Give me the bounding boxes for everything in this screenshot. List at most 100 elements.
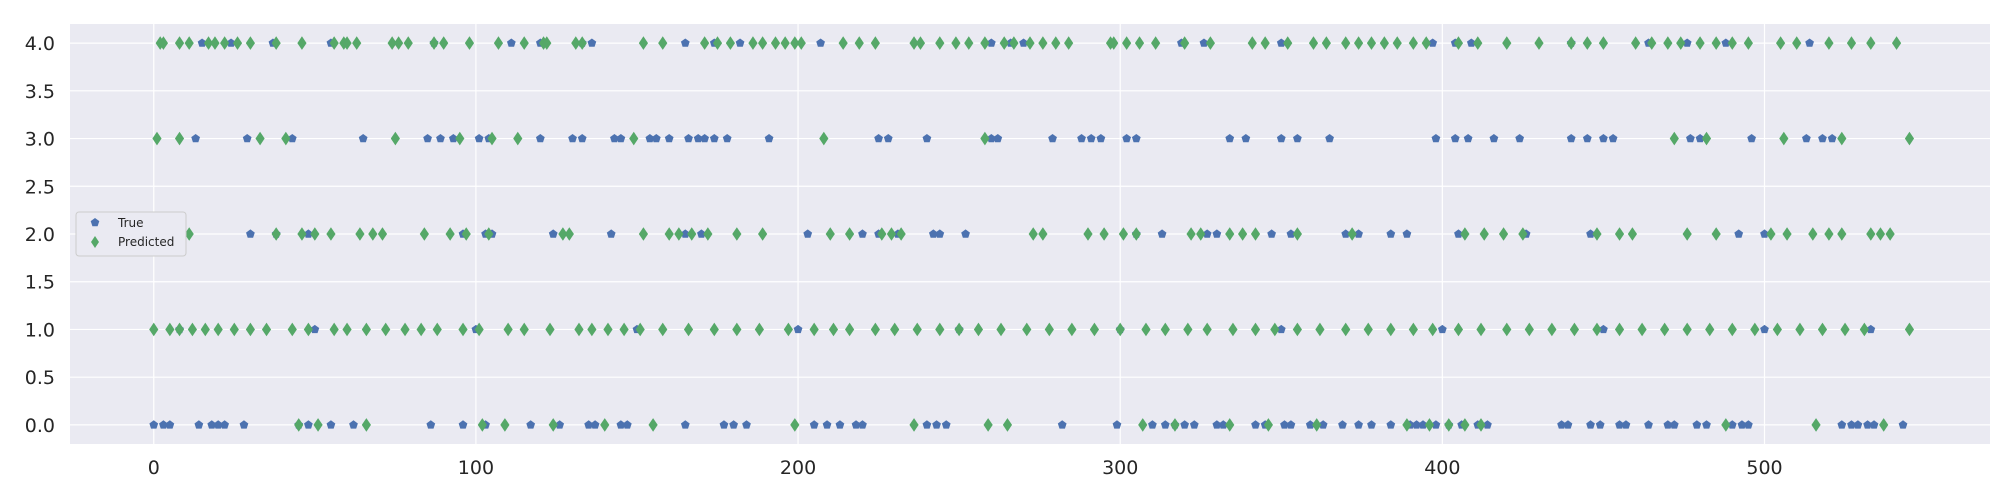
true-point <box>587 38 597 47</box>
predicted-point <box>1038 227 1048 241</box>
predicted-point <box>658 322 668 337</box>
true-point <box>1566 133 1576 143</box>
true-point <box>858 229 867 238</box>
predicted-point <box>1750 322 1760 337</box>
predicted-point <box>1408 36 1418 50</box>
predicted-point <box>329 36 339 50</box>
predicted-point <box>1002 418 1013 432</box>
predicted-point <box>381 322 391 337</box>
legend: True Predicted <box>75 211 187 257</box>
true-point <box>1608 133 1618 143</box>
true-point <box>1086 133 1096 143</box>
true-point <box>1225 133 1235 143</box>
predicted-point <box>1263 418 1273 432</box>
predicted-point <box>184 36 194 50</box>
predicted-point <box>825 227 835 241</box>
true-point <box>835 420 845 429</box>
true-point <box>932 420 941 429</box>
predicted-point <box>877 227 887 241</box>
predicted-point <box>439 36 449 50</box>
predicted-point <box>458 322 468 337</box>
predicted-point <box>513 131 523 146</box>
predicted-point <box>1453 322 1464 337</box>
predicted-point <box>297 36 307 50</box>
true-point <box>191 133 201 143</box>
legend-marker-true <box>90 218 100 227</box>
true-point <box>1212 229 1222 238</box>
predicted-point <box>1180 36 1190 50</box>
true-point <box>719 420 729 429</box>
predicted-point <box>355 227 365 241</box>
predicted-point <box>1782 227 1792 241</box>
predicted-point <box>1118 227 1129 241</box>
true-point <box>680 229 690 238</box>
predicted-point <box>1875 227 1886 241</box>
true-point <box>1847 420 1856 429</box>
predicted-point <box>558 227 568 241</box>
true-point <box>764 133 774 143</box>
predicted-point <box>390 131 400 146</box>
true-point <box>700 133 710 143</box>
predicted-point <box>1866 227 1876 241</box>
predicted-point <box>297 227 307 241</box>
true-point <box>1863 420 1872 429</box>
true-point <box>194 420 204 429</box>
true-point <box>1702 420 1711 429</box>
true-point <box>874 133 883 143</box>
true-point <box>1599 324 1608 334</box>
predicted-point <box>1676 36 1686 50</box>
predicted-point <box>973 322 984 337</box>
true-point <box>680 38 690 47</box>
predicted-point <box>780 36 790 50</box>
predicted-point <box>261 322 272 337</box>
predicted-point <box>664 227 674 241</box>
predicted-point <box>487 131 497 146</box>
predicted-point <box>1022 322 1032 337</box>
predicted-point <box>1089 322 1100 337</box>
predicted-point <box>1808 227 1818 241</box>
true-point <box>1515 133 1525 143</box>
predicted-point <box>326 227 336 241</box>
predicted-point <box>912 322 922 337</box>
true-point <box>1669 420 1679 429</box>
predicted-point <box>1460 418 1470 432</box>
predicted-point <box>1502 36 1512 50</box>
true-point <box>616 420 626 429</box>
predicted-point <box>983 418 993 432</box>
predicted-point <box>461 227 471 241</box>
predicted-point <box>758 227 768 241</box>
predicted-point <box>796 36 806 50</box>
predicted-point <box>1866 36 1876 50</box>
true-point <box>729 420 738 429</box>
predicted-point <box>1904 131 1915 146</box>
true-point <box>304 420 313 429</box>
predicted-point <box>1476 322 1486 337</box>
predicted-point <box>1891 36 1902 50</box>
predicted-point <box>1292 322 1302 337</box>
predicted-point <box>158 36 169 50</box>
predicted-point <box>1151 36 1161 50</box>
predicted-point <box>493 36 504 50</box>
predicted-point <box>828 322 839 337</box>
predicted-point <box>890 322 900 337</box>
y-tick-label: 1.5 <box>25 272 55 294</box>
true-point <box>1112 420 1122 429</box>
y-tick-label: 3.5 <box>25 81 55 103</box>
true-point <box>651 133 661 143</box>
true-point <box>1727 420 1737 429</box>
true-point <box>458 420 468 429</box>
true-point <box>709 133 719 143</box>
true-point <box>165 420 175 429</box>
predicted-point <box>1779 131 1789 146</box>
true-point <box>207 420 217 429</box>
predicted-point <box>783 322 793 337</box>
predicted-point <box>709 322 719 337</box>
x-tick-labels: 0 100 200 300 400 500 <box>148 457 1783 479</box>
predicted-point <box>361 418 371 432</box>
true-point <box>742 420 751 429</box>
true-point <box>697 229 706 238</box>
predicted-point <box>455 131 465 146</box>
predicted-point <box>1614 322 1625 337</box>
predicted-point <box>1598 36 1609 50</box>
